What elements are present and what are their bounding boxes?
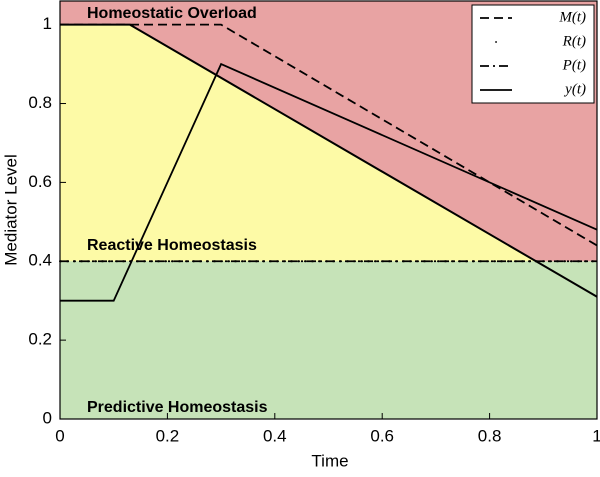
legend-label: M(t): [558, 9, 586, 25]
region-label: Homeostatic Overload: [87, 5, 257, 22]
region-boundary: [60, 23, 598, 298]
x-tick-label: 1: [592, 426, 600, 445]
y-tick-label: 0.4: [28, 251, 52, 270]
region-label: Predictive Homeostasis: [87, 399, 268, 416]
x-axis-label: Time: [311, 451, 348, 470]
y-axis-label: Mediator Level: [1, 154, 20, 266]
y-tick-label: 0.6: [28, 172, 52, 191]
x-tick-label: 0.2: [156, 426, 180, 445]
legend-box: [471, 4, 595, 104]
x-tick-label: 0: [55, 426, 64, 445]
y-tick-label: 0: [43, 408, 52, 427]
legend: M(t) R(t) P(t) y(t): [471, 4, 595, 104]
series-line: [60, 23, 598, 247]
y-tick-label: 0.8: [28, 93, 52, 112]
legend-label: y(t): [563, 81, 586, 97]
x-tick-label: 0.8: [478, 426, 502, 445]
legend-label: R(t): [562, 33, 586, 49]
region-predictive: [60, 261, 597, 419]
x-tick-label: 0.6: [370, 426, 394, 445]
series-line: [60, 62, 598, 302]
y-tick-label: 0.2: [28, 330, 52, 349]
region-label: Reactive Homeostasis: [87, 237, 257, 254]
x-tick-label: 0.4: [263, 426, 287, 445]
legend-label: P(t): [562, 57, 586, 73]
plot-frame: [59, 0, 598, 420]
y-tick-label: 1: [43, 14, 52, 33]
